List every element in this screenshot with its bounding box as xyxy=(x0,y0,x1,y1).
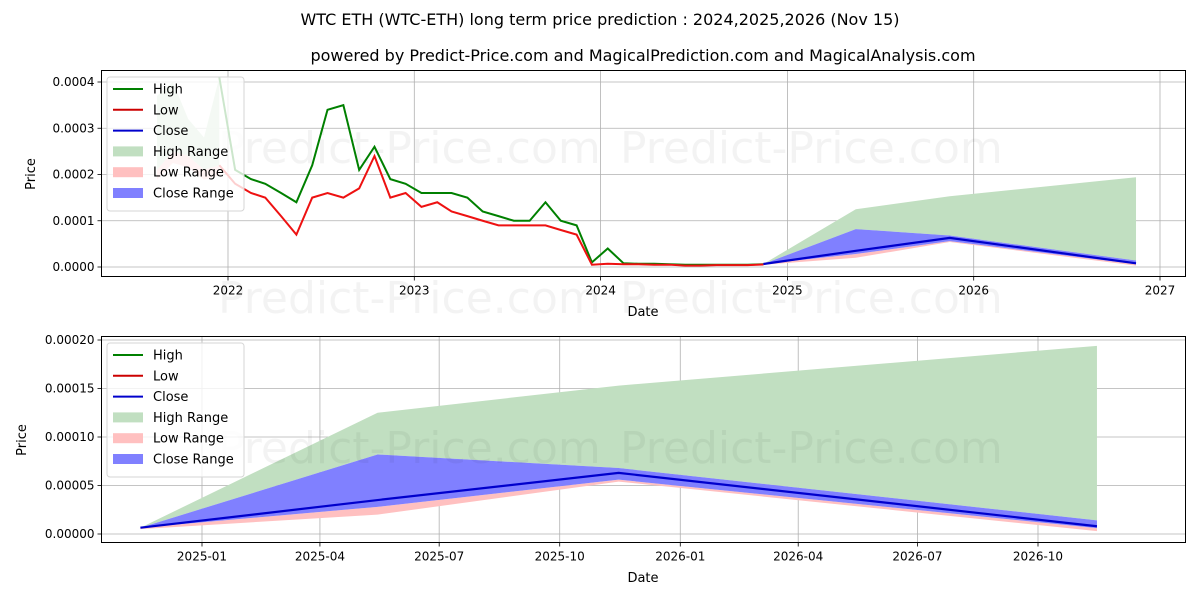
y-tick-label: 0.00020 xyxy=(45,333,95,347)
y-tick-label: 0.0001 xyxy=(53,214,95,228)
bottom-x-axis: 2025-01 2025-04 2025-07 2025-10 2026-01 2026-… xyxy=(177,543,1063,564)
bottom-x-axis-label: Date xyxy=(627,571,658,586)
y-tick-label: 0.00010 xyxy=(45,430,95,444)
x-tick-label: 2022 xyxy=(213,284,244,298)
top-y-axis: 0.0000 0.0001 0.0002 0.0003 0.0004 xyxy=(53,75,102,274)
legend-label: Low xyxy=(153,103,179,118)
legend-label: Low Range xyxy=(153,432,224,447)
x-tick-label: 2025-01 xyxy=(177,550,227,564)
legend-label: Close Range xyxy=(153,453,234,468)
bottom-y-axis: 0.00000 0.00005 0.00010 0.00015 0.00020 xyxy=(45,333,102,541)
forecast-chart: Predict-Price.com Predict-Price.com 0.00… xyxy=(15,333,1186,586)
y-tick-label: 0.0003 xyxy=(53,121,95,135)
watermark: Predict-Price.com xyxy=(620,123,1003,174)
watermark: Predict-Price.com xyxy=(218,423,601,474)
x-tick-label: 2025-10 xyxy=(535,550,585,564)
watermark: Predict-Price.com xyxy=(620,273,1003,324)
watermark: Predict-Price.com xyxy=(218,273,601,324)
y-tick-label: 0.0002 xyxy=(53,168,95,182)
legend-label: High xyxy=(153,83,183,98)
x-tick-label: 2026-01 xyxy=(655,550,705,564)
legend-label: Low xyxy=(153,369,179,384)
legend-label: High Range xyxy=(153,411,228,426)
legend-label: Close Range xyxy=(153,187,234,202)
x-tick-label: 2024 xyxy=(585,284,616,298)
price-prediction-charts: Predict-Price.com Predict-Price.com Pred… xyxy=(0,0,1200,600)
top-y-axis-label: Price xyxy=(24,158,39,190)
top-legend: High Low Close High Range Low Range Close Ran… xyxy=(107,77,244,211)
long-term-chart: Predict-Price.com Predict-Price.com Pred… xyxy=(24,71,1186,325)
y-tick-label: 0.00005 xyxy=(45,479,95,493)
legend-patch-swatch xyxy=(113,188,143,198)
y-tick-label: 0.00015 xyxy=(45,382,95,396)
y-tick-label: 0.0004 xyxy=(53,75,95,89)
legend-patch-swatch xyxy=(113,433,143,443)
x-tick-label: 2025-07 xyxy=(414,550,464,564)
legend-patch-swatch xyxy=(113,167,143,177)
legend-patch-swatch xyxy=(113,146,143,156)
legend-label: Close xyxy=(153,390,188,405)
legend-label: Low Range xyxy=(153,166,224,181)
x-tick-label: 2025-04 xyxy=(295,550,345,564)
legend-label: High Range xyxy=(153,145,228,160)
x-tick-label: 2027 xyxy=(1145,284,1176,298)
watermark: Predict-Price.com xyxy=(218,123,601,174)
legend-patch-swatch xyxy=(113,454,143,464)
top-x-axis-label: Date xyxy=(627,305,658,320)
x-tick-label: 2026-04 xyxy=(773,550,823,564)
bottom-legend: High Low Close High Range Low Range Close Ran… xyxy=(107,343,244,477)
x-tick-label: 2026 xyxy=(958,284,989,298)
x-tick-label: 2026-07 xyxy=(892,550,942,564)
legend-patch-swatch xyxy=(113,412,143,422)
watermark: Predict-Price.com xyxy=(620,423,1003,474)
x-tick-label: 2026-10 xyxy=(1013,550,1063,564)
bottom-y-axis-label: Price xyxy=(15,424,30,456)
y-tick-label: 0.0000 xyxy=(53,260,95,274)
legend-label: High xyxy=(153,349,183,364)
x-tick-label: 2023 xyxy=(399,284,430,298)
legend-label: Close xyxy=(153,124,188,139)
x-tick-label: 2025 xyxy=(772,284,803,298)
y-tick-label: 0.00000 xyxy=(45,527,95,541)
